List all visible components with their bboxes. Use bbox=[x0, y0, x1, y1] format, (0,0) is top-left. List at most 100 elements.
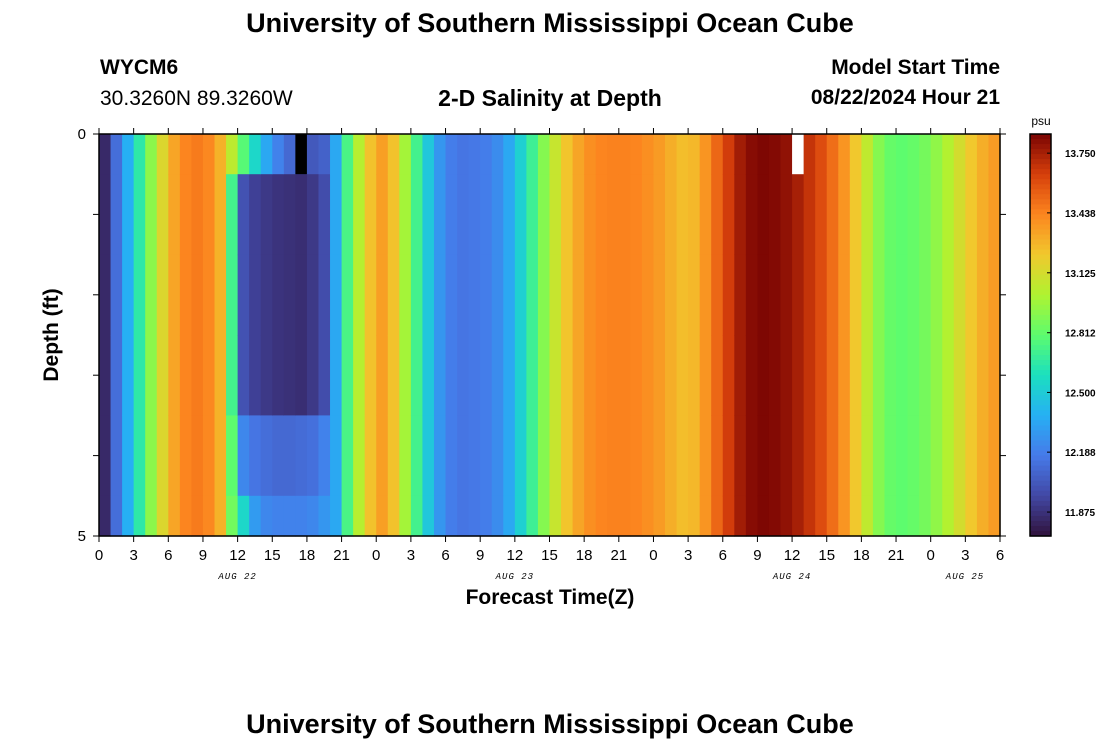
heatmap-cell bbox=[561, 495, 574, 537]
heatmap-cell bbox=[353, 335, 366, 416]
heatmap-cell bbox=[688, 335, 701, 416]
heatmap-cell bbox=[930, 495, 943, 537]
heatmap-cell bbox=[514, 335, 527, 416]
heatmap-cell bbox=[249, 495, 262, 537]
heatmap-cell bbox=[468, 174, 481, 256]
heatmap-cell bbox=[641, 134, 655, 175]
heatmap-cell bbox=[260, 495, 273, 537]
heatmap-cell bbox=[561, 335, 574, 416]
heatmap-cell bbox=[491, 174, 504, 256]
heatmap-cell bbox=[699, 254, 712, 336]
heatmap-cell bbox=[145, 495, 158, 537]
heatmap-cell bbox=[237, 174, 250, 256]
heatmap-cell bbox=[722, 335, 735, 416]
heatmap-cell bbox=[445, 415, 458, 497]
heatmap-cell bbox=[399, 495, 412, 537]
heatmap-cell bbox=[133, 174, 146, 256]
heatmap-cell bbox=[179, 134, 193, 175]
heatmap-cell bbox=[815, 495, 828, 537]
heatmap-cell bbox=[942, 415, 955, 497]
heatmap-cell bbox=[387, 174, 400, 256]
heatmap-cell bbox=[803, 495, 816, 537]
heatmap-cell bbox=[491, 415, 504, 497]
heatmap-cell bbox=[306, 254, 320, 336]
heatmap-cell bbox=[711, 415, 724, 497]
colorbar-segment bbox=[1030, 319, 1051, 326]
heatmap-cell bbox=[711, 174, 724, 256]
heatmap-cell bbox=[549, 495, 562, 537]
heatmap-cell bbox=[99, 415, 112, 497]
colorbar-segment bbox=[1030, 390, 1051, 396]
heatmap-cell bbox=[410, 254, 424, 336]
heatmap-cell bbox=[711, 134, 724, 175]
colorbar-tick-label: 13.750 bbox=[1065, 149, 1096, 160]
heatmap-cell bbox=[202, 415, 216, 497]
colorbar-tick-label: 12.500 bbox=[1065, 388, 1096, 399]
heatmap-cell bbox=[202, 335, 216, 416]
heatmap-cell bbox=[457, 415, 470, 497]
heatmap-cell bbox=[792, 174, 805, 256]
x-tick-label: 9 bbox=[199, 547, 207, 564]
heatmap-cell bbox=[976, 254, 990, 336]
heatmap-cell bbox=[526, 134, 539, 175]
heatmap-cell bbox=[110, 134, 123, 175]
heatmap-cell bbox=[757, 335, 770, 416]
heatmap-cell bbox=[295, 174, 308, 256]
x-tick-label: 15 bbox=[818, 547, 835, 564]
heatmap-cell bbox=[861, 174, 874, 256]
colorbar-segment bbox=[1030, 505, 1051, 512]
heatmap-cell bbox=[561, 174, 574, 256]
colorbar-segment bbox=[1030, 475, 1051, 482]
heatmap-cell bbox=[884, 174, 897, 256]
x-tick-label: 0 bbox=[372, 547, 380, 564]
heatmap-cell bbox=[803, 254, 816, 336]
heatmap-cell bbox=[145, 335, 158, 416]
day-label: AUG 24 bbox=[772, 572, 811, 582]
heatmap-cell bbox=[884, 415, 897, 497]
colorbar-segment bbox=[1030, 159, 1051, 165]
heatmap-cell bbox=[607, 415, 620, 497]
heatmap-cell bbox=[133, 134, 146, 175]
heatmap-cell bbox=[168, 254, 181, 336]
heatmap-cell bbox=[988, 335, 1001, 416]
heatmap-cell bbox=[665, 335, 678, 416]
heatmap-cell bbox=[572, 174, 585, 256]
heatmap-cell bbox=[930, 134, 943, 175]
heatmap-cell bbox=[480, 415, 493, 497]
heatmap-cell bbox=[503, 254, 516, 336]
heatmap-cell bbox=[110, 254, 123, 336]
heatmap-cell bbox=[526, 415, 539, 497]
heatmap-cell bbox=[376, 174, 389, 256]
heatmap-cell bbox=[110, 174, 123, 256]
heatmap-cell bbox=[653, 134, 666, 175]
heatmap-cell bbox=[803, 415, 816, 497]
colorbar-segment bbox=[1030, 239, 1051, 246]
heatmap-cell bbox=[976, 134, 990, 175]
heatmap-cell bbox=[872, 134, 886, 175]
heatmap-cell bbox=[688, 174, 701, 256]
colorbar-segment bbox=[1030, 219, 1051, 226]
heatmap-cell bbox=[191, 415, 204, 497]
colorbar-segment bbox=[1030, 530, 1051, 537]
missing-data-marker bbox=[792, 134, 804, 175]
heatmap-cell bbox=[491, 495, 504, 537]
heatmap-cell bbox=[318, 495, 331, 537]
heatmap-cell bbox=[861, 335, 874, 416]
heatmap-cell bbox=[122, 134, 135, 175]
heatmap-cell bbox=[145, 415, 158, 497]
heatmap-cell bbox=[919, 254, 932, 336]
heatmap-cell bbox=[792, 254, 805, 336]
heatmap-cell bbox=[214, 335, 227, 416]
heatmap-cell bbox=[907, 134, 920, 175]
heatmap-cell bbox=[976, 335, 990, 416]
colorbar-segment bbox=[1030, 224, 1051, 231]
x-tick-label: 0 bbox=[927, 547, 935, 564]
heatmap-cell bbox=[872, 335, 886, 416]
heatmap-cell bbox=[156, 134, 169, 175]
heatmap-cell bbox=[283, 335, 296, 416]
colorbar-segment bbox=[1030, 259, 1051, 266]
heatmap-cell bbox=[433, 254, 447, 336]
heatmap-cell bbox=[930, 335, 943, 416]
colorbar-segment bbox=[1030, 329, 1051, 336]
heatmap-cell bbox=[537, 415, 551, 497]
